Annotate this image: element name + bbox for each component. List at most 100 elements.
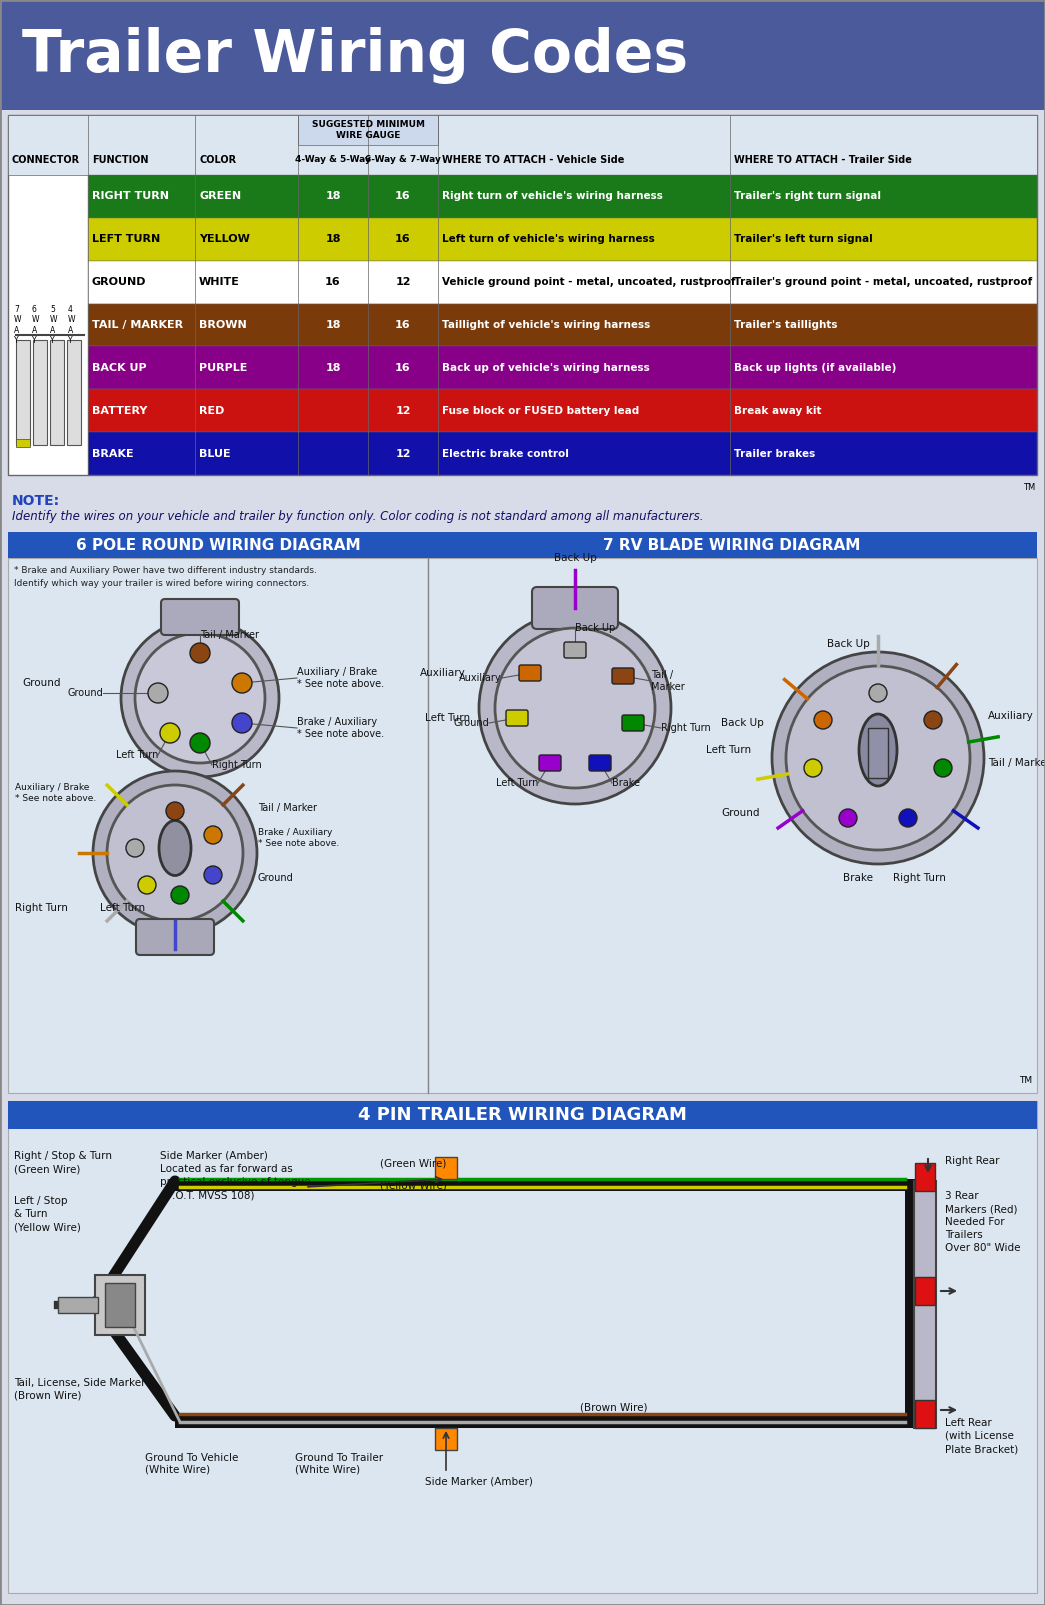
FancyBboxPatch shape [539, 754, 561, 770]
Circle shape [232, 713, 252, 733]
Circle shape [121, 620, 279, 777]
Text: FUNCTION: FUNCTION [92, 156, 148, 165]
Bar [88, 432, 1037, 475]
FancyBboxPatch shape [564, 642, 586, 658]
Circle shape [899, 809, 918, 827]
Text: Tail / Marker: Tail / Marker [988, 758, 1045, 769]
Text: 18: 18 [325, 319, 341, 331]
Text: Brake / Auxiliary
* See note above.: Brake / Auxiliary * See note above. [258, 828, 340, 847]
Text: Ground To Vehicle
(White Wire): Ground To Vehicle (White Wire) [145, 1453, 238, 1475]
Text: Taillight of vehicle's wiring harness: Taillight of vehicle's wiring harness [442, 319, 650, 331]
Bar [95, 1274, 145, 1334]
Text: Ground To Trailer
(White Wire): Ground To Trailer (White Wire) [295, 1453, 384, 1475]
Text: 7 RV BLADE WIRING DIAGRAM: 7 RV BLADE WIRING DIAGRAM [603, 538, 861, 552]
Text: Right Rear: Right Rear [945, 1156, 999, 1165]
Text: BROWN: BROWN [199, 319, 247, 331]
Text: Right Turn: Right Turn [661, 722, 711, 733]
Text: 4-Way & 5-Way: 4-Way & 5-Way [295, 156, 371, 164]
Text: Back up of vehicle's wiring harness: Back up of vehicle's wiring harness [442, 363, 650, 372]
Text: TM: TM [1023, 483, 1035, 493]
FancyBboxPatch shape [136, 920, 214, 955]
Circle shape [107, 785, 243, 921]
Text: Tail / Marker: Tail / Marker [200, 631, 259, 640]
Bar [0, 0, 1045, 111]
Text: & Turn: & Turn [14, 1209, 47, 1220]
Bar [88, 175, 1037, 218]
Bar [50, 340, 64, 445]
Text: Left Rear: Left Rear [945, 1417, 992, 1428]
Text: 4
W
A
Y: 4 W A Y [68, 305, 75, 345]
Text: Brake: Brake [612, 778, 640, 788]
Text: Brake: Brake [843, 873, 873, 883]
Text: CONNECTOR: CONNECTOR [11, 156, 80, 165]
Text: Located as far forward as: Located as far forward as [160, 1164, 293, 1173]
Text: 16: 16 [325, 278, 341, 287]
Text: Back Up: Back Up [554, 554, 597, 563]
Bar [8, 116, 1037, 475]
Ellipse shape [859, 714, 897, 786]
Text: Break away kit: Break away kit [734, 406, 821, 416]
Text: Side Marker (Amber): Side Marker (Amber) [160, 1151, 268, 1160]
Text: Right turn of vehicle's wiring harness: Right turn of vehicle's wiring harness [442, 191, 663, 202]
Circle shape [138, 876, 156, 894]
Text: Tail /
Marker: Tail / Marker [651, 671, 684, 692]
FancyBboxPatch shape [589, 754, 611, 770]
Bar [88, 303, 1037, 347]
Bar [8, 1101, 1037, 1128]
Text: Right Turn: Right Turn [212, 761, 261, 770]
Text: (with License: (with License [945, 1432, 1014, 1441]
Text: Right / Stop & Turn: Right / Stop & Turn [14, 1151, 112, 1160]
Bar [16, 340, 30, 445]
Bar [88, 218, 1037, 260]
Text: Trailer Wiring Codes: Trailer Wiring Codes [22, 27, 688, 83]
Circle shape [934, 759, 952, 777]
Bar [868, 729, 888, 778]
FancyBboxPatch shape [622, 714, 644, 730]
Bar [915, 1164, 935, 1191]
Bar [104, 1282, 135, 1326]
Text: 18: 18 [325, 234, 341, 244]
Circle shape [93, 770, 257, 936]
Bar [175, 1180, 910, 1191]
Text: Ground: Ground [454, 717, 489, 729]
Text: 6
W
A
Y: 6 W A Y [32, 305, 40, 345]
Text: 12: 12 [395, 448, 411, 459]
Text: BRAKE: BRAKE [92, 448, 134, 459]
Text: 16: 16 [395, 234, 411, 244]
Circle shape [839, 809, 857, 827]
Bar [88, 347, 1037, 390]
Circle shape [924, 711, 942, 729]
Text: Auxiliary / Brake
* See note above.: Auxiliary / Brake * See note above. [297, 668, 385, 689]
Bar [88, 390, 1037, 432]
Text: 16: 16 [395, 363, 411, 372]
Circle shape [126, 839, 144, 857]
Text: 16: 16 [395, 191, 411, 202]
Text: Left turn of vehicle's wiring harness: Left turn of vehicle's wiring harness [442, 234, 655, 244]
Text: Left Turn: Left Turn [100, 904, 145, 913]
Text: Electric brake control: Electric brake control [442, 448, 568, 459]
Text: Over 80" Wide: Over 80" Wide [945, 1242, 1021, 1254]
Text: Auxiliary: Auxiliary [460, 672, 502, 684]
Circle shape [814, 711, 832, 729]
Ellipse shape [159, 820, 191, 875]
Text: Tail, License, Side Marker: Tail, License, Side Marker [14, 1379, 145, 1388]
Text: Fuse block or FUSED battery lead: Fuse block or FUSED battery lead [442, 406, 640, 416]
Text: 12: 12 [395, 278, 411, 287]
Text: (Yellow Wire): (Yellow Wire) [380, 1181, 447, 1191]
Text: Back up lights (if available): Back up lights (if available) [734, 363, 897, 372]
Text: (Green Wire): (Green Wire) [380, 1157, 446, 1168]
Text: BLUE: BLUE [199, 448, 231, 459]
Text: 3 Rear: 3 Rear [945, 1191, 978, 1201]
Text: 6 POLE ROUND WIRING DIAGRAM: 6 POLE ROUND WIRING DIAGRAM [75, 538, 361, 552]
Bar [8, 531, 1037, 559]
Text: Trailer's ground point - metal, uncoated, rustproof: Trailer's ground point - metal, uncoated… [734, 278, 1032, 287]
Text: Trailer's left turn signal: Trailer's left turn signal [734, 234, 873, 244]
Text: Right Turn: Right Turn [15, 904, 68, 913]
Text: NOTE:: NOTE: [11, 494, 61, 509]
Text: * Brake and Auxiliary Power have two different industry standards.: * Brake and Auxiliary Power have two dif… [14, 567, 317, 575]
Circle shape [171, 886, 189, 904]
Text: (D.O.T. MVSS 108): (D.O.T. MVSS 108) [160, 1189, 255, 1201]
Circle shape [232, 672, 252, 693]
Bar [88, 260, 1037, 303]
Text: (Yellow Wire): (Yellow Wire) [14, 1221, 80, 1233]
